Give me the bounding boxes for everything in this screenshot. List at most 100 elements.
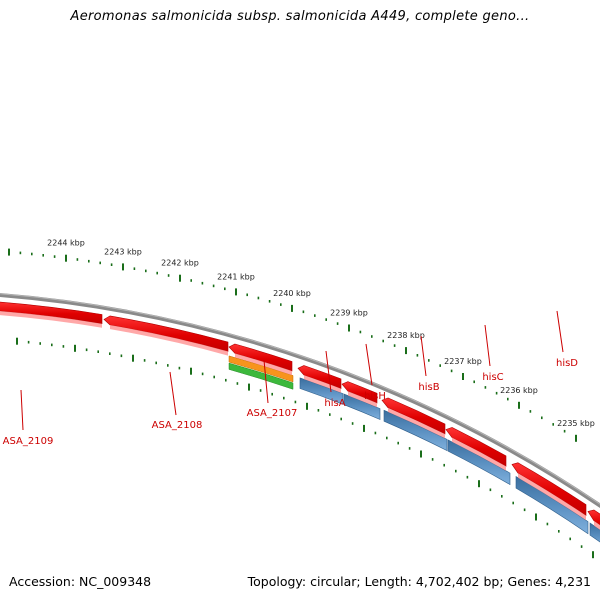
inner-tick-minor xyxy=(109,352,111,355)
outer-tick-minor xyxy=(314,314,316,317)
gene-arrow-shadow xyxy=(388,407,445,439)
inner-tick-minor xyxy=(386,436,388,440)
inner-tick-minor xyxy=(569,537,571,541)
gene-label[interactable]: hisC xyxy=(482,372,503,383)
gene-leader-line xyxy=(556,310,564,353)
inner-tick-major xyxy=(420,450,422,458)
inner-tick-minor xyxy=(283,396,285,400)
inner-tick-minor xyxy=(294,400,297,404)
outer-tick-major xyxy=(65,254,67,262)
inner-tick-minor xyxy=(431,458,434,461)
outer-tick-major xyxy=(405,347,407,355)
outer-tick-major xyxy=(235,288,237,296)
kbp-label: 2235 kbp xyxy=(557,419,595,428)
inner-tick-major xyxy=(16,337,18,345)
inner-tick-major xyxy=(478,480,480,488)
feature-green xyxy=(228,362,294,390)
outer-tick-minor xyxy=(53,255,56,258)
ruler-labels: 2244 kbp 2243 kbp 2242 kbp 2241 kbp 2240 kbp… xyxy=(47,239,595,428)
inner-tick-minor xyxy=(329,413,331,416)
inner-tick-minor xyxy=(97,350,99,353)
kbp-label: 2239 kbp xyxy=(330,309,368,318)
outer-tick-minor xyxy=(110,263,113,266)
outer-tick-minor xyxy=(268,300,271,303)
inner-tick-major xyxy=(306,402,308,410)
gene-label[interactable]: hisB xyxy=(418,382,439,393)
outer-tick-minor xyxy=(88,259,90,263)
gene-labels: ASA_2109 ASA_2108 ASA_2107 hisA hisH hisB hisC… xyxy=(3,310,578,447)
outer-tick-minor xyxy=(495,391,498,395)
outer-tick-minor xyxy=(529,410,532,413)
inner-tick-minor xyxy=(351,422,354,425)
inner-tick-minor xyxy=(271,392,273,396)
inner-tick-minor xyxy=(143,359,146,362)
feature-blue xyxy=(447,439,511,486)
backbone-highlight xyxy=(0,293,600,505)
outer-tick-minor xyxy=(76,258,79,261)
outer-tick-minor xyxy=(552,423,554,426)
inner-tick-minor xyxy=(178,366,181,370)
inner-tick-minor xyxy=(201,372,204,376)
inner-tick-minor xyxy=(155,361,157,365)
gene-arrow-shadow xyxy=(518,473,586,521)
outer-tick-minor xyxy=(371,335,373,338)
gene-label[interactable]: ASA_2109 xyxy=(3,436,54,447)
gene-label[interactable]: hisA xyxy=(324,398,345,409)
inner-tick-minor xyxy=(523,508,526,512)
outer-tick-major xyxy=(122,263,124,271)
outer-tick-major xyxy=(179,274,181,282)
inner-tick-minor xyxy=(580,545,583,548)
inner-tick-minor xyxy=(466,475,469,479)
outer-tick-minor xyxy=(428,359,430,362)
outer-tick-minor xyxy=(416,354,419,357)
gene-label[interactable]: ASA_2108 xyxy=(152,420,203,431)
gene-track xyxy=(0,301,600,530)
feature-blue xyxy=(383,409,448,452)
gene-leader-line xyxy=(169,371,177,416)
inner-tick-major xyxy=(132,354,134,362)
feature-blue xyxy=(589,522,600,543)
gene-label[interactable]: ASA_2107 xyxy=(247,408,298,419)
gene-label[interactable]: hisD xyxy=(556,358,578,369)
backbone-arc xyxy=(0,293,600,509)
outer-tick-minor xyxy=(201,281,204,285)
gene-leader-line xyxy=(20,389,24,431)
inner-tick-minor xyxy=(167,364,169,367)
inner-tick-minor xyxy=(120,354,123,358)
outer-tick-minor xyxy=(133,267,136,270)
gene-arrow-shadow xyxy=(304,375,341,393)
kbp-label: 2242 kbp xyxy=(161,259,199,268)
gene-leader-line xyxy=(420,335,427,377)
outer-tick-major xyxy=(518,401,520,409)
inner-tick-minor xyxy=(51,343,53,347)
outer-tick-minor xyxy=(280,303,282,306)
gene-leader-line xyxy=(484,324,491,367)
inner-tick-minor xyxy=(236,382,239,385)
inner-tick-minor xyxy=(340,417,342,421)
gene-label[interactable]: hisH xyxy=(364,391,386,402)
inner-tick-minor xyxy=(546,522,549,526)
ruler-inner-ticks xyxy=(16,337,594,559)
topology-summary: Topology: circular; Length: 4,702,402 bp… xyxy=(247,574,591,589)
outer-tick-minor xyxy=(19,251,22,255)
outer-tick-minor xyxy=(190,279,192,282)
inner-tick-minor xyxy=(558,530,560,533)
outer-tick-minor xyxy=(257,296,260,300)
outer-tick-minor xyxy=(393,344,396,347)
outer-tick-minor xyxy=(541,416,543,420)
gene-arrow-shadow xyxy=(235,353,292,376)
outer-tick-minor xyxy=(31,252,33,256)
gene-arrow-shadow xyxy=(110,325,228,356)
accession-text: Accession: NC_009348 xyxy=(9,574,152,589)
inner-tick-minor xyxy=(317,409,320,412)
outer-tick-major xyxy=(8,248,10,256)
inner-tick-major xyxy=(74,344,76,352)
inner-tick-minor xyxy=(455,469,457,473)
map-title: Aeromonas salmonicida subsp. salmonicida… xyxy=(70,9,530,24)
inner-tick-minor xyxy=(489,488,492,492)
inner-tick-minor xyxy=(512,501,514,505)
inner-tick-minor xyxy=(374,431,377,435)
outer-tick-minor xyxy=(156,271,158,275)
gene-leader-line xyxy=(263,359,269,404)
inner-tick-major xyxy=(248,383,250,391)
